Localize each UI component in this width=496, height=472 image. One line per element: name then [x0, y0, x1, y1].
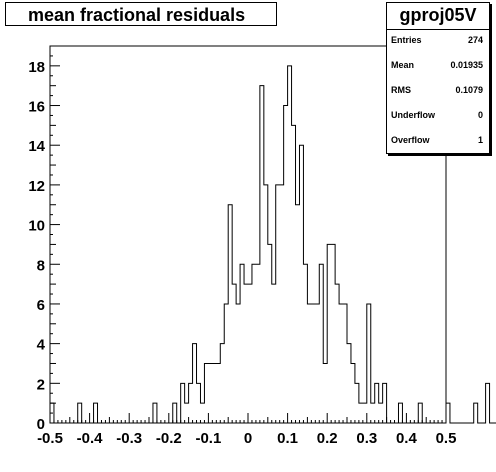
title-box: mean fractional residuals: [5, 2, 277, 26]
stats-label: Underflow: [391, 110, 435, 120]
stats-value: 1: [477, 135, 483, 145]
stats-value: 0.1079: [455, 85, 483, 95]
x-tick-label: 0: [244, 430, 252, 447]
stats-row-mean: Mean 0.01935: [387, 56, 489, 76]
stats-label: Overflow: [391, 135, 430, 145]
x-tick-label: -0.3: [116, 430, 142, 447]
x-tick-label: 0.3: [356, 430, 377, 447]
chart-title: mean fractional residuals: [28, 5, 246, 25]
stats-row-overflow: Overflow 1: [387, 131, 489, 151]
stats-label: Mean: [391, 60, 415, 70]
stats-histogram-name: gproj05V: [399, 5, 477, 25]
stats-row-rms: RMS 0.1079: [387, 81, 489, 101]
y-tick-label: 16: [28, 99, 45, 116]
stats-value: 0: [477, 110, 483, 120]
histogram-outline: [49, 65, 496, 424]
stats-value: 0.01935: [450, 60, 483, 70]
x-tick-label: 0.2: [317, 430, 338, 447]
x-tick-label: 0.1: [277, 430, 298, 447]
stats-row-entries: Entries 274: [387, 31, 489, 51]
histogram-bins: [49, 65, 496, 424]
y-tick-label: 14: [28, 138, 45, 155]
y-axis: 0 2 4 6 8 10 12 14 16 18: [28, 45, 60, 433]
x-tick-label: -0.1: [195, 430, 221, 447]
y-tick-label: 10: [28, 218, 45, 235]
stats-box: gproj05V Entries 274 Mean 0.01935 RMS 0.…: [386, 2, 490, 154]
x-tick-label: -0.2: [156, 430, 182, 447]
stats-divider: [387, 29, 489, 30]
x-tick-label: 0.4: [396, 430, 418, 447]
y-tick-label: 8: [37, 257, 45, 274]
y-tick-label: 2: [37, 376, 45, 393]
y-tick-label: 4: [37, 337, 46, 354]
stats-label: RMS: [391, 85, 411, 95]
y-tick-label: 0: [37, 416, 45, 433]
plot-frame: [49, 45, 447, 424]
y-tick-label: 12: [28, 178, 45, 195]
stats-label: Entries: [391, 35, 422, 45]
y-tick-label: 18: [28, 59, 45, 76]
stats-row-underflow: Underflow 0: [387, 106, 489, 126]
stats-value: 274: [467, 35, 483, 45]
x-tick-label: -0.4: [77, 430, 104, 447]
x-axis: -0.5 -0.4 -0.3 -0.2 -0.1 0 0.1 0.2 0.3 0.4 0.5: [37, 413, 456, 447]
y-tick-label: 6: [37, 297, 45, 314]
x-tick-label: -0.5: [37, 430, 63, 447]
x-tick-label: 0.5: [436, 430, 457, 447]
